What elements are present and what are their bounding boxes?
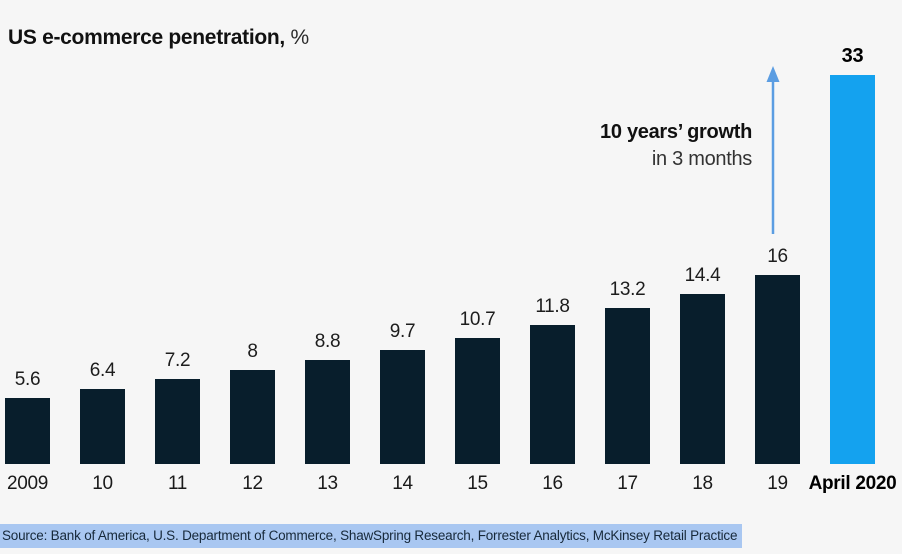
page-title: US e-commerce penetration, %: [8, 26, 309, 50]
bar-column: 10.7 15: [440, 0, 515, 494]
bar-column: 5.6 2009: [0, 0, 65, 494]
title-unit: %: [284, 26, 309, 49]
annotation-line1: 10 years’ growth: [600, 121, 752, 143]
bar-value-label: 16: [767, 246, 788, 267]
bar: [455, 338, 500, 464]
x-axis-label: April 2020: [808, 473, 897, 494]
bar-column: 6.4 10: [65, 0, 140, 494]
bar: [755, 275, 800, 464]
x-axis-label: 17: [617, 473, 638, 494]
bar-value-label: 7.2: [164, 350, 191, 371]
bar: [155, 379, 200, 464]
bar: [80, 389, 125, 464]
bar: [605, 308, 650, 464]
annotation: 10 years’ growth in 3 months: [600, 119, 752, 173]
bar-value-label: 33: [841, 45, 864, 67]
bar-value-label: 6.4: [89, 360, 116, 381]
x-axis-label: 11: [167, 473, 188, 494]
bar-chart: 5.6 2009 6.4 10 7.2 11 8 12 8.8 13 9.7 14 10.7 15 11.8…: [0, 0, 897, 494]
bar-value-label: 11.8: [535, 296, 570, 317]
bar-value-label: 10.7: [459, 309, 496, 330]
x-axis-label: 19: [767, 473, 788, 494]
bar-value-label: 8.8: [314, 331, 341, 352]
x-axis-label: 18: [692, 473, 713, 494]
bar-column: 11.8 16: [515, 0, 590, 494]
source-text: Source: Bank of America, U.S. Department…: [0, 524, 743, 548]
annotation-line2: in 3 months: [651, 148, 752, 170]
bar: [305, 360, 350, 464]
bar: [530, 325, 575, 464]
bar-column: 16 19: [740, 0, 815, 494]
bar: [230, 370, 275, 464]
bar: [680, 294, 725, 464]
x-axis-label: 15: [467, 473, 488, 494]
bar-value-label: 9.7: [389, 321, 416, 342]
x-axis-label: 13: [317, 473, 338, 494]
bar-value-label: 5.6: [14, 369, 41, 390]
bar-column: 7.2 11: [140, 0, 215, 494]
x-axis-label: 12: [242, 473, 263, 494]
bar-column: 13.2 17: [590, 0, 665, 494]
bar-column: 33 April 2020: [809, 0, 897, 494]
x-axis-label: 2009: [6, 473, 49, 494]
source-bar: Source: Bank of America, U.S. Department…: [0, 524, 743, 548]
title-main: US e-commerce penetration,: [8, 26, 285, 49]
bar: [380, 350, 425, 464]
bar-value-label: 8: [247, 341, 258, 362]
bar-value-label: 13.2: [609, 279, 646, 300]
bar-column: 9.7 14: [365, 0, 440, 494]
bar-column: 8 12: [215, 0, 290, 494]
x-axis-label: 16: [542, 473, 563, 494]
bar-column: 8.8 13: [290, 0, 365, 494]
x-axis-label: 14: [392, 473, 413, 494]
bar: [830, 75, 875, 464]
bar-column: 14.4 18: [665, 0, 740, 494]
x-axis-label: 10: [92, 473, 113, 494]
bar-value-label: 14.4: [684, 265, 721, 286]
bar: [5, 398, 50, 464]
growth-arrow-icon: [766, 66, 780, 234]
